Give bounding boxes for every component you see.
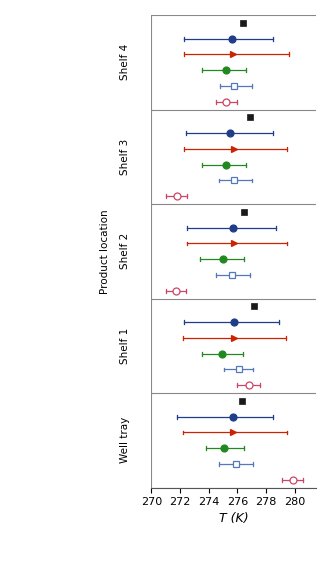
Text: Shelf 1: Shelf 1 <box>120 328 130 364</box>
Text: Well tray: Well tray <box>120 417 130 464</box>
Text: Shelf 4: Shelf 4 <box>120 44 130 80</box>
Text: Product location: Product location <box>100 209 110 293</box>
X-axis label: T (K): T (K) <box>219 511 249 524</box>
Text: Shelf 3: Shelf 3 <box>120 139 130 175</box>
Text: Shelf 2: Shelf 2 <box>120 233 130 269</box>
